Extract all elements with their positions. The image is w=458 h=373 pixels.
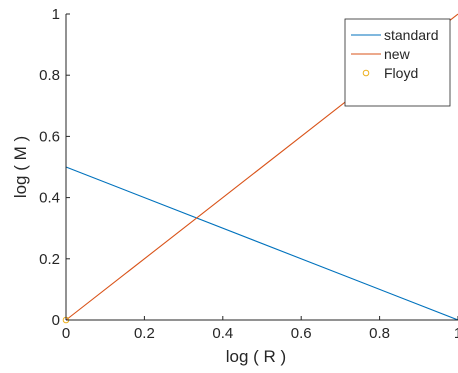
axes-layer: 0 0.2 0.4 0.6 0.8 1 0 0.2 0.4 0.6 0.8 1: [39, 6, 458, 342]
x-tick-label: 0: [62, 325, 70, 342]
legend-label-standard: standard: [384, 27, 438, 43]
x-tick-label: 0.8: [369, 325, 390, 342]
y-axis-label: log ( M ): [11, 136, 30, 198]
legend-box: [344, 18, 451, 107]
series-line-standard: [65, 166, 458, 321]
legend: standard new Floyd: [344, 18, 451, 107]
y-tick-label: 0.4: [39, 190, 60, 207]
y-tick-label: 0.8: [39, 67, 60, 84]
x-axis-label: log ( R ): [226, 347, 286, 366]
y-tick-label: 1: [52, 6, 60, 23]
y-tick-label: 0.6: [39, 128, 60, 145]
x-tick-label: 1: [454, 325, 458, 342]
x-tick-label: 0.2: [134, 325, 155, 342]
x-tick-label: 0.4: [212, 325, 233, 342]
x-tick-label: 0.6: [291, 325, 312, 342]
y-tick-label: 0: [52, 312, 60, 329]
y-tick-label: 0.2: [39, 251, 60, 268]
legend-swatch-Floyd: [362, 69, 370, 77]
legend-label-new: new: [384, 46, 411, 62]
legend-label-Floyd: Floyd: [384, 65, 418, 81]
